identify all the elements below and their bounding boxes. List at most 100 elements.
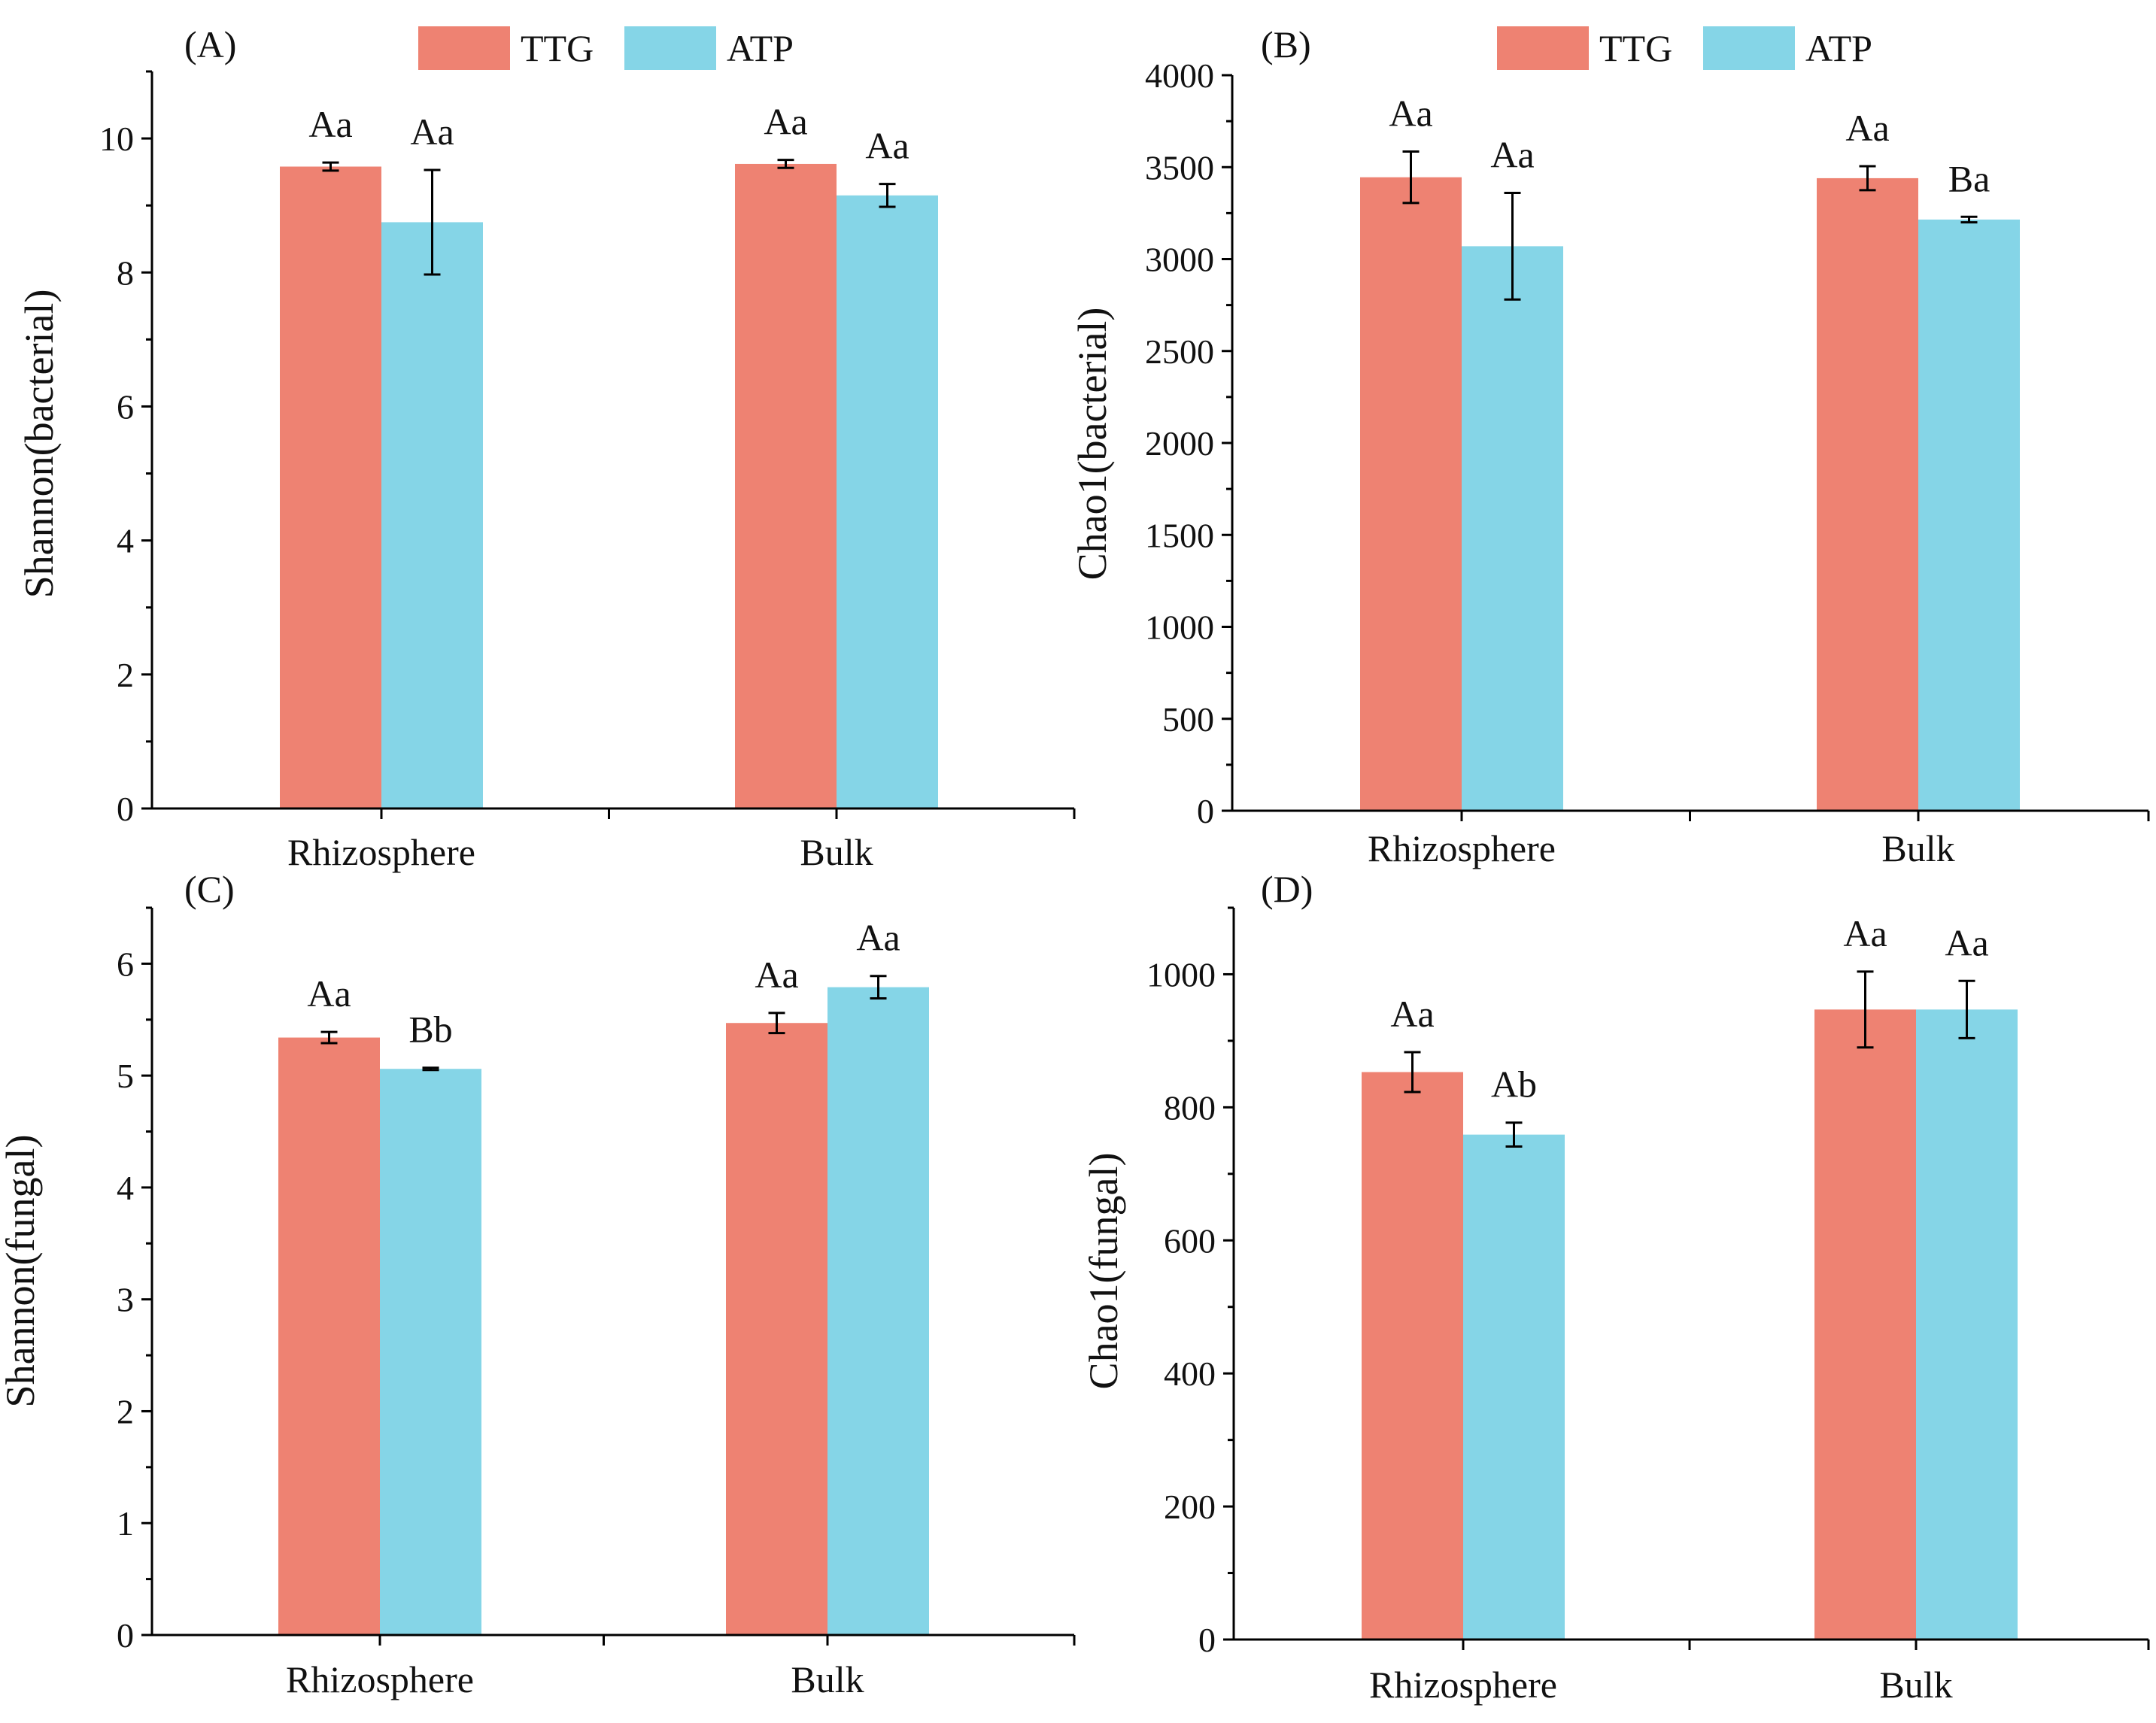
significance-label: Aa [764, 101, 807, 143]
y-axis-title: Chao1(fungal) [1081, 1153, 1126, 1390]
bar-atp-rhizosphere [1463, 1134, 1565, 1640]
x-category-label: Bulk [1881, 827, 1954, 869]
legend-label-ttg: TTG [1599, 27, 1672, 69]
significance-label: Aa [1389, 92, 1432, 134]
bar-ttg-rhizosphere [278, 1037, 380, 1635]
error-bar-ttg-rhizosphere [320, 1030, 338, 1045]
y-tick-label: 1000 [1146, 955, 1216, 993]
significance-label: Aa [307, 972, 351, 1015]
error-bar-ttg-bulk [1857, 970, 1874, 1049]
bar-ttg-bulk [726, 1023, 827, 1635]
error-bar-ttg-rhizosphere [322, 161, 339, 172]
y-tick-label: 400 [1164, 1354, 1216, 1393]
error-bar-atp-bulk [1960, 215, 1978, 224]
legend-label-atp: ATP [1805, 27, 1872, 69]
panel-label: (B) [1261, 23, 1311, 65]
y-tick-label: 2 [117, 1392, 134, 1430]
error-bar-atp-rhizosphere [1505, 1121, 1523, 1148]
y-tick-label: 0 [1197, 792, 1214, 830]
x-category-label: Rhizosphere [1369, 1664, 1557, 1706]
panel-d: Aa Aa Ab Aa 0 200 400 600 800 1000 Rhizosphere Bulk… [1081, 868, 2150, 1706]
bar-atp-bulk [837, 195, 938, 808]
significance-label: Bb [408, 1009, 452, 1051]
error-bar-atp-rhizosphere [1504, 191, 1521, 301]
x-category-label: Rhizosphere [286, 1658, 474, 1700]
error-bar-atp-bulk [870, 975, 887, 1000]
bar-ttg-bulk [1814, 1009, 1916, 1640]
legend-swatch-atp [624, 26, 716, 70]
y-tick-label: 3 [117, 1281, 134, 1319]
y-tick-label: 3000 [1145, 241, 1214, 279]
bar-atp-bulk [827, 987, 929, 1635]
y-tick-label: 1500 [1145, 516, 1214, 554]
legend-swatch-ttg [1497, 26, 1589, 70]
significance-label: Ba [1948, 157, 1991, 199]
x-category-label: Bulk [791, 1658, 864, 1700]
legend: TTG ATP [1497, 26, 1872, 70]
y-tick-label: 1 [117, 1504, 134, 1543]
y-tick-label: 3500 [1145, 148, 1214, 187]
legend-swatch-atp [1703, 26, 1795, 70]
significance-label: Aa [865, 125, 909, 167]
x-category-label: Rhizosphere [287, 831, 475, 873]
y-axis-title: Chao1(bacterial) [1070, 308, 1115, 581]
y-tick-label: 10 [99, 120, 134, 158]
y-tick-label: 600 [1164, 1221, 1216, 1260]
y-tick-label: 1000 [1145, 608, 1214, 647]
legend-swatch-ttg [418, 26, 510, 70]
x-category-label: Rhizosphere [1368, 827, 1556, 869]
significance-label: Aa [308, 103, 352, 145]
significance-label: Aa [755, 954, 798, 996]
significance-label: Ab [1491, 1063, 1537, 1106]
error-bar-ttg-bulk [1859, 165, 1876, 192]
significance-label: Aa [410, 111, 454, 153]
panel-a: Aa Aa Aa Aa 0 2 4 6 8 10 Rhizosphere Bulk Shannon(ba… [17, 23, 1076, 873]
error-bar-ttg-bulk [777, 159, 794, 169]
bar-ttg-rhizosphere [1360, 177, 1462, 811]
y-tick-label: 2 [117, 656, 134, 694]
bar-atp-bulk [1916, 1009, 2018, 1640]
y-tick-label: 2000 [1145, 424, 1214, 463]
error-bar-ttg-rhizosphere [1402, 150, 1420, 205]
bar-atp-rhizosphere [380, 1069, 481, 1635]
panel-c: Aa Aa Bb Aa 0 1 2 3 4 5 6 Rhizosphere Bulk Shannon(fu… [0, 868, 1076, 1700]
significance-label: Aa [1945, 921, 1988, 963]
error-bar-atp-rhizosphere [424, 168, 441, 276]
significance-label: Aa [1490, 133, 1534, 175]
y-axis-title: Shannon(fungal) [0, 1135, 43, 1408]
error-bar-ttg-rhizosphere [1404, 1051, 1421, 1094]
significance-label: Aa [1845, 107, 1889, 149]
panel-label: (C) [184, 868, 235, 910]
bar-ttg-rhizosphere [1362, 1072, 1463, 1640]
y-tick-label: 4 [117, 1169, 134, 1207]
legend: TTG ATP [418, 26, 794, 70]
error-bar-atp-rhizosphere [422, 1066, 439, 1072]
significance-label: Aa [1390, 993, 1434, 1035]
y-tick-label: 0 [1198, 1621, 1216, 1659]
error-bar-atp-bulk [879, 183, 896, 208]
y-tick-label: 6 [117, 387, 134, 426]
panel-b: Aa Aa Aa Ba 0 500 1000 1500 2000 2500 3000 3500 4000… [1070, 23, 2150, 869]
bar-ttg-rhizosphere [280, 166, 381, 808]
legend-label-ttg: TTG [521, 27, 594, 69]
significance-label: Aa [856, 917, 900, 959]
legend-label-atp: ATP [727, 27, 794, 69]
bar-ttg-bulk [735, 163, 837, 809]
x-category-label: Bulk [800, 831, 873, 873]
y-tick-label: 8 [117, 253, 134, 292]
y-tick-label: 200 [1164, 1488, 1216, 1526]
bar-atp-rhizosphere [381, 222, 483, 808]
x-category-label: Bulk [1879, 1664, 1952, 1706]
error-bar-atp-bulk [1958, 979, 1975, 1039]
y-tick-label: 500 [1162, 700, 1214, 739]
y-tick-label: 4000 [1145, 56, 1214, 95]
bar-atp-bulk [1918, 219, 2020, 811]
y-tick-label: 800 [1164, 1088, 1216, 1127]
y-tick-label: 6 [117, 945, 134, 983]
significance-label: Aa [1843, 912, 1887, 954]
bar-atp-rhizosphere [1462, 246, 1563, 811]
y-tick-label: 2500 [1145, 332, 1214, 371]
y-tick-label: 0 [117, 790, 134, 828]
